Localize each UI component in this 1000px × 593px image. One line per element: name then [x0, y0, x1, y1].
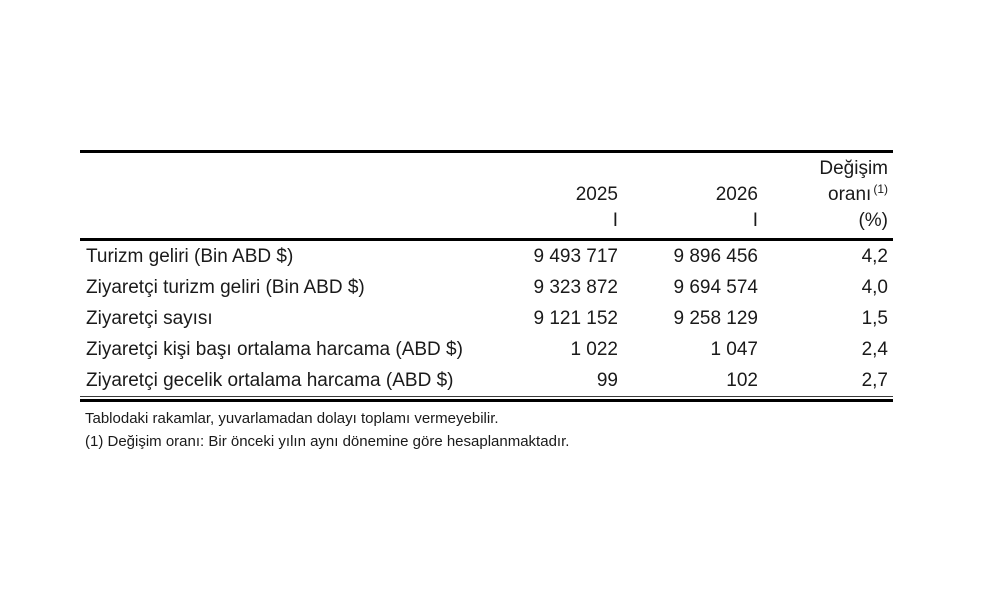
table-row: Ziyaretçi sayısı 9 121 152 9 258 129 1,5	[80, 303, 893, 334]
table-body: Turizm geliri (Bin ABD $) 9 493 717 9 89…	[80, 241, 893, 397]
year-2026-header: 2026	[715, 184, 758, 205]
change-header-text: oranı	[828, 184, 872, 205]
header-row-1: Değişim	[80, 156, 893, 182]
footnote-rounding: Tablodaki rakamlar, yuvarlamadan dolayı …	[85, 410, 499, 427]
table-row: Ziyaretçi turizm geliri (Bin ABD $) 9 32…	[80, 272, 893, 303]
value-2025: 9 323 872	[533, 277, 618, 298]
change-value: 2,4	[861, 339, 888, 360]
row-label: Ziyaretçi gecelik ortalama harcama (ABD …	[86, 370, 454, 391]
year-2025-header: 2025	[575, 184, 618, 205]
row-label: Ziyaretçi kişi başı ortalama harcama (AB…	[86, 339, 463, 360]
footnotes: Tablodaki rakamlar, yuvarlamadan dolayı …	[80, 407, 893, 453]
table-row: Ziyaretçi kişi başı ortalama harcama (AB…	[80, 334, 893, 365]
change-value: 1,5	[861, 308, 888, 329]
change-value: 2,7	[861, 370, 888, 391]
period-2026-header: I	[752, 210, 758, 231]
change-value: 4,2	[861, 246, 888, 267]
value-2026: 102	[726, 370, 758, 391]
value-2025: 9 493 717	[533, 246, 618, 267]
change-header-line1: Değişim	[819, 158, 888, 179]
report-canvas: Değişim 2025 2026 oranı (1) I I (%) Turiz…	[80, 150, 893, 453]
row-label: Ziyaretçi turizm geliri (Bin ABD $)	[86, 277, 365, 298]
value-2026: 9 896 456	[673, 246, 758, 267]
table-header: Değişim 2025 2026 oranı (1) I I (%)	[80, 153, 893, 241]
row-label: Ziyaretçi sayısı	[86, 308, 213, 329]
header-row-2: 2025 2026 oranı (1)	[80, 182, 893, 208]
row-label: Turizm geliri (Bin ABD $)	[86, 246, 294, 267]
value-2025: 99	[596, 370, 618, 391]
period-2025-header: I	[612, 210, 618, 231]
table-row: Turizm geliri (Bin ABD $) 9 493 717 9 89…	[80, 241, 893, 272]
footnote-ref-superscript: (1)	[873, 182, 888, 196]
value-2026: 9 694 574	[673, 277, 758, 298]
value-2026: 9 258 129	[673, 308, 758, 329]
table-row: Ziyaretçi gecelik ortalama harcama (ABD …	[80, 365, 893, 396]
change-value: 4,0	[861, 277, 888, 298]
change-unit-header: (%)	[858, 210, 888, 231]
value-2025: 1 022	[570, 339, 618, 360]
change-header-line2: oranı (1)	[762, 182, 893, 208]
value-2025: 9 121 152	[533, 308, 618, 329]
tourism-stat-table: Değişim 2025 2026 oranı (1) I I (%) Turiz…	[80, 150, 893, 402]
value-2026: 1 047	[710, 339, 758, 360]
header-row-3: I I (%)	[80, 208, 893, 234]
footnote-change-rate-definition: (1) Değişim oranı: Bir önceki yılın aynı…	[85, 433, 570, 450]
